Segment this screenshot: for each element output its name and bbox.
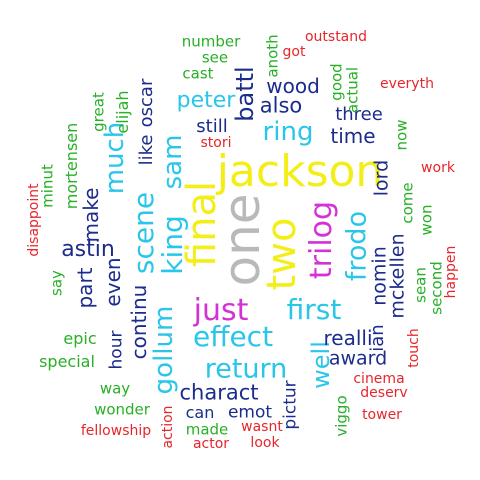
word-mckellen: mckellen — [386, 233, 409, 319]
word-wonder: wonder — [94, 400, 150, 419]
word-emot: emot — [227, 402, 273, 423]
word-deserv: deserv — [360, 385, 408, 401]
word-won: won — [417, 204, 436, 236]
word-sam: sam — [158, 134, 188, 190]
word-first: first — [286, 293, 342, 326]
word-lord: lord — [370, 159, 393, 197]
word-charact: charact — [179, 380, 259, 405]
word-minut: minut — [38, 164, 57, 208]
word-stori: stori — [200, 135, 232, 151]
word-action: action — [160, 405, 176, 449]
word-outstand: outstand — [304, 29, 368, 45]
word-way: way — [99, 379, 131, 398]
word-work: work — [421, 160, 455, 176]
word-come: come — [398, 182, 417, 224]
word-see: see — [201, 48, 229, 67]
word-anoth: anoth — [263, 34, 282, 78]
word-pictur: pictur — [280, 380, 301, 430]
word-look: look — [250, 435, 280, 451]
word-just: just — [193, 293, 249, 328]
word-part: part — [73, 267, 97, 309]
word-make: make — [79, 187, 103, 243]
word-touch: touch — [406, 328, 422, 368]
word-number: number — [181, 32, 241, 51]
word-scene: scene — [127, 191, 160, 275]
word-effect: effect — [192, 320, 274, 353]
word-cast: cast — [182, 64, 214, 83]
word-tower: tower — [362, 407, 402, 423]
word-two: two — [259, 217, 305, 291]
word-made: made — [185, 420, 229, 439]
word-special: special — [39, 352, 95, 371]
word-happen: happen — [443, 245, 459, 299]
word-can: can — [185, 403, 215, 422]
word-also: also — [259, 93, 303, 118]
word-time: time — [330, 124, 376, 148]
word-battl: battl — [231, 66, 259, 122]
word-say: say — [47, 270, 66, 296]
word-realli: realli — [323, 326, 373, 350]
word-return: return — [204, 353, 288, 385]
word-elijah: elijah — [113, 90, 132, 134]
word-ian: ian — [367, 324, 388, 352]
word-three: three — [335, 104, 383, 125]
word-actor: actor — [192, 436, 230, 452]
word-king: king — [156, 215, 189, 275]
word-sean: sean — [411, 267, 430, 303]
word-mortensen: mortensen — [62, 122, 81, 210]
word-hour: hour — [106, 330, 127, 370]
word-now: now — [392, 119, 411, 151]
word-everyth: everyth — [380, 76, 434, 92]
word-still: still — [196, 116, 228, 137]
word-wood: wood — [266, 74, 320, 98]
word-award: award — [328, 347, 388, 370]
word-epic: epic — [63, 329, 97, 348]
word-jackson: jackson — [216, 146, 384, 197]
word-cinema: cinema — [353, 371, 405, 387]
word-actual: actual — [343, 66, 362, 114]
word-fellowship: fellowship — [80, 423, 152, 439]
word-gollum: gollum — [149, 305, 179, 395]
word-oscar: oscar — [136, 78, 157, 128]
word-got: got — [282, 44, 306, 60]
word-trilog: trilog — [304, 200, 339, 280]
word-like: like — [136, 134, 157, 166]
word-disappoint: disappoint — [26, 183, 42, 257]
word-ring: ring — [262, 117, 314, 147]
word-great: great — [89, 92, 108, 132]
word-frodo: frodo — [341, 210, 373, 282]
word-viggo: viggo — [332, 395, 351, 437]
word-astin: astin — [61, 237, 115, 262]
word-continu: continu — [127, 284, 151, 360]
word-peter: peter — [176, 88, 236, 113]
word-even: even — [101, 257, 125, 307]
word-wasnt: wasnt — [241, 419, 283, 435]
word-good: good — [327, 63, 346, 101]
